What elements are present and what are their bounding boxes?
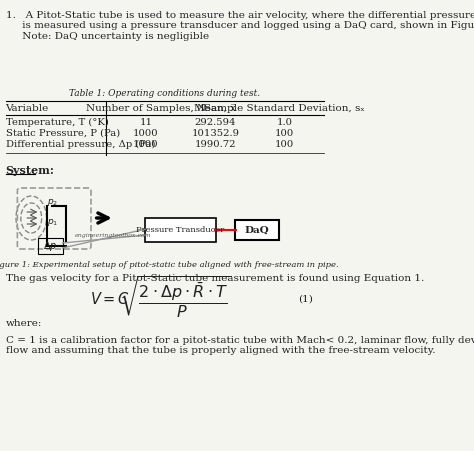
Text: 1.   A Pitot-Static tube is used to measure the air velocity, where the differen: 1. A Pitot-Static tube is used to measur… xyxy=(6,11,474,41)
FancyBboxPatch shape xyxy=(236,220,279,240)
Text: 292.594: 292.594 xyxy=(195,118,236,127)
Text: Differential pressure, Δp (Pa): Differential pressure, Δp (Pa) xyxy=(6,140,155,149)
Text: 100: 100 xyxy=(275,140,294,149)
Text: 1000: 1000 xyxy=(133,129,159,138)
Text: where:: where: xyxy=(6,319,42,328)
FancyBboxPatch shape xyxy=(145,218,216,242)
Text: Variable: Variable xyxy=(6,104,49,113)
Text: $p_2$: $p_2$ xyxy=(47,197,58,208)
Text: engineeringtoolbox.com: engineeringtoolbox.com xyxy=(75,233,152,238)
Text: Number of Samples, N: Number of Samples, N xyxy=(86,104,206,113)
Text: The gas velocity for a Pitot-Static tube measurement is found using Equation 1.: The gas velocity for a Pitot-Static tube… xyxy=(6,274,424,283)
Text: C = 1 is a calibration factor for a pitot-static tube with Mach< 0.2, laminar fl: C = 1 is a calibration factor for a pito… xyxy=(6,336,474,355)
Text: 1.0: 1.0 xyxy=(277,118,293,127)
Text: Mean, x̅: Mean, x̅ xyxy=(194,104,237,113)
Text: Temperature, T (°K): Temperature, T (°K) xyxy=(6,118,109,127)
Text: $p_1$: $p_1$ xyxy=(47,217,58,228)
Text: (1): (1) xyxy=(298,295,312,304)
Text: 101352.9: 101352.9 xyxy=(191,129,239,138)
Text: $V = C$: $V = C$ xyxy=(91,291,130,307)
Text: Static Pressure, P (Pa): Static Pressure, P (Pa) xyxy=(6,129,120,138)
Text: DaQ: DaQ xyxy=(245,226,269,235)
Text: Sample Standard Deviation, sₓ: Sample Standard Deviation, sₓ xyxy=(204,104,365,113)
Text: $\Delta p$: $\Delta p$ xyxy=(43,239,57,253)
Text: 1990.72: 1990.72 xyxy=(195,140,236,149)
Text: Table 1: Operating conditions during test.: Table 1: Operating conditions during tes… xyxy=(69,89,260,98)
Text: System:: System: xyxy=(6,165,55,176)
Text: Pressure Transducer: Pressure Transducer xyxy=(137,226,225,234)
Text: Figure 1: Experimental setup of pitot-static tube aligned with free-stream in pi: Figure 1: Experimental setup of pitot-st… xyxy=(0,261,338,269)
Text: 100: 100 xyxy=(275,129,294,138)
Text: 11: 11 xyxy=(139,118,152,127)
Text: $\sqrt{\dfrac{2 \cdot \Delta p \cdot \bar{R} \cdot T}{P}}$: $\sqrt{\dfrac{2 \cdot \Delta p \cdot \ba… xyxy=(119,274,232,320)
Text: 1000: 1000 xyxy=(133,140,159,149)
